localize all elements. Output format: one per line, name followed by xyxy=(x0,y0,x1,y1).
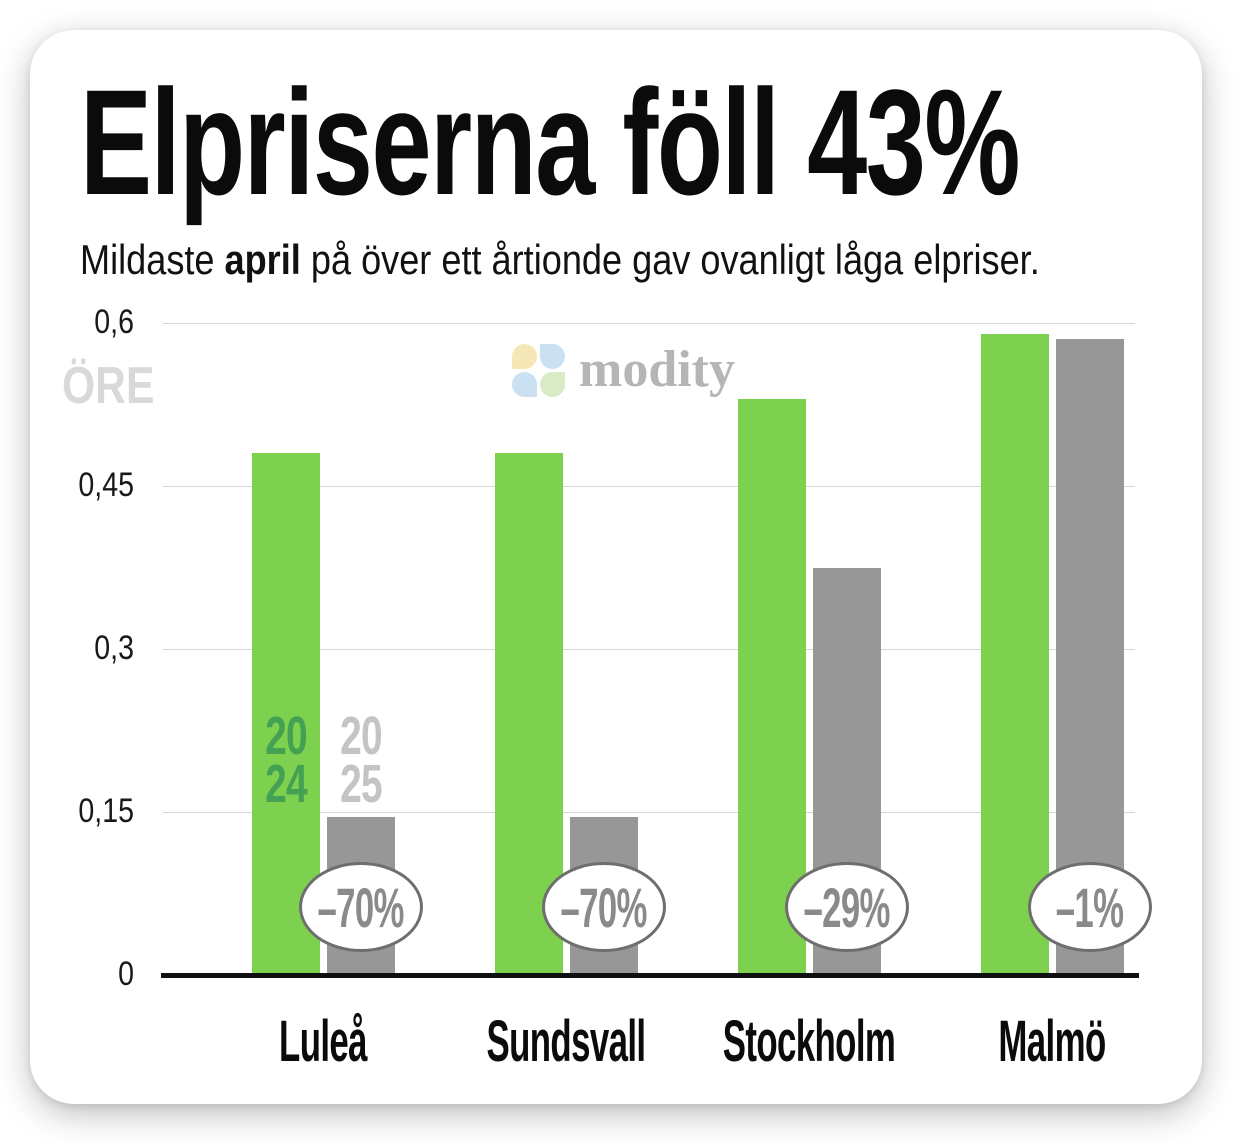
gridline-0,3 xyxy=(163,649,1135,650)
infographic-card: Elpriserna föll 43% Mildaste april på öv… xyxy=(30,30,1202,1104)
page-subtitle: Mildaste april på över ett årtionde gav … xyxy=(80,236,1196,284)
series-label-2025: 20 25 xyxy=(339,706,383,814)
page-title: Elpriserna föll 43% xyxy=(80,58,1020,226)
x-label-1: Luleå xyxy=(279,1009,367,1074)
change-badge: –70% xyxy=(541,862,666,952)
x-label-3: Stockholm xyxy=(722,1009,896,1074)
x-label-4: Malmö xyxy=(998,1009,1106,1074)
leaf-petal-bottom-right xyxy=(540,372,565,397)
change-badge-value: –1% xyxy=(1055,875,1124,939)
change-badge-value: –70% xyxy=(317,875,404,939)
change-badge: –1% xyxy=(1027,862,1152,952)
change-badge: –29% xyxy=(784,862,909,952)
change-badge: –70% xyxy=(298,862,423,952)
subtitle-prefix: Mildaste xyxy=(80,236,225,283)
y-tick-label: 0,3 xyxy=(94,629,134,667)
subtitle-bold-word: april xyxy=(224,236,301,283)
change-badge-value: –29% xyxy=(803,875,890,939)
change-badge-value: –70% xyxy=(560,875,647,939)
leaf-petal-top-left xyxy=(512,344,537,369)
leaf-petal-bottom-left xyxy=(512,372,537,397)
y-tick-label: 0,45 xyxy=(78,466,134,504)
plot-area: –70% –70% –29% –1% 20 24 20 25 xyxy=(161,323,1152,978)
leaf-petal-top-right xyxy=(540,344,565,369)
y-axis-unit-label: ÖRE xyxy=(62,357,155,415)
series-label-2024: 20 24 xyxy=(264,706,308,814)
y-tick-label: 0,15 xyxy=(78,792,134,830)
bar-2024-4 xyxy=(980,333,1049,975)
subtitle-suffix: på över ett årtionde gav ovanligt låga e… xyxy=(300,236,1040,283)
gridline-0,6 xyxy=(163,323,1135,324)
modity-leaf-icon xyxy=(512,344,565,398)
y-tick-label: 0 xyxy=(118,955,134,993)
y-tick-label: 0,6 xyxy=(94,303,134,341)
x-label-2: Sundsvall xyxy=(486,1009,647,1074)
modity-logo: modity xyxy=(512,344,735,398)
x-axis-line xyxy=(161,973,1139,978)
gridline-0,15 xyxy=(163,812,1135,813)
modity-wordmark: modity xyxy=(579,341,735,398)
gridline-0,45 xyxy=(163,486,1135,487)
bar-chart: –70% –70% –29% –1% 20 24 20 25 Luleå Sundsvall… xyxy=(161,323,1152,1083)
bar-2024-3 xyxy=(737,399,806,975)
